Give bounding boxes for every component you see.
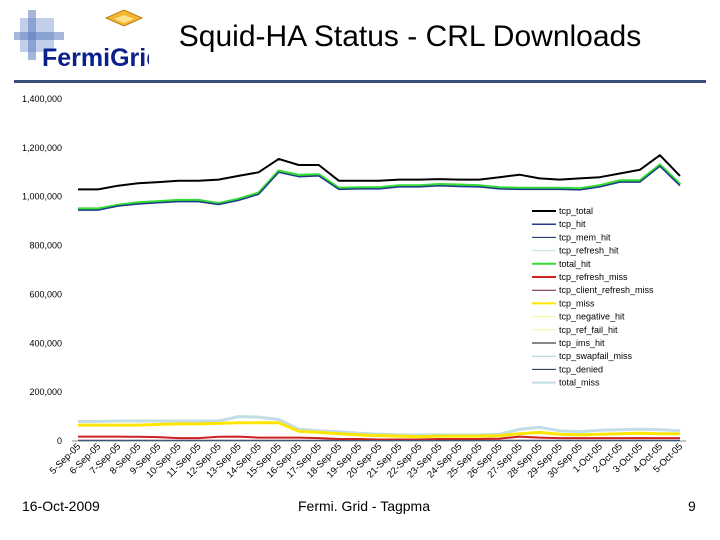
footer-center: Fermi. Grid - Tagpma	[298, 498, 430, 514]
series-line-tcp-total	[78, 154, 681, 191]
legend-label: tcp_ref_fail_hit	[559, 325, 618, 335]
logo-emblem	[14, 9, 144, 60]
legend-label: tcp_total	[559, 206, 593, 216]
legend-label: tcp_negative_hit	[559, 312, 625, 322]
line-chart: 0 200,000 400,000 600,000 800,000 1,000,000 1,…	[22, 94, 686, 480]
legend-label: tcp_miss	[559, 298, 595, 308]
x-axis-labels: 5-Sep-056-Sep-057-Sep-058-Sep-059-Sep-05…	[48, 441, 685, 480]
y-tick-label: 0	[57, 436, 62, 446]
page-number: 9	[688, 498, 696, 514]
y-tick-label: 600,000	[29, 289, 62, 299]
y-tick-label: 1,200,000	[22, 143, 62, 153]
legend-label: total_miss	[559, 378, 600, 388]
series-lines	[78, 154, 682, 442]
legend-label: tcp_denied	[559, 364, 603, 374]
series-line-total-miss	[78, 415, 681, 437]
legend-label: tcp_client_refresh_miss	[559, 285, 654, 295]
series-line-tcp-refresh-miss	[78, 435, 680, 441]
legend-label: tcp_refresh_hit	[559, 246, 619, 256]
series-line-tcp-hit	[78, 165, 681, 211]
legend-label: tcp_ims_hit	[559, 338, 605, 348]
series-line-tcp-miss	[78, 421, 680, 439]
y-tick-label: 1,400,000	[22, 94, 62, 104]
legend-label: tcp_refresh_miss	[559, 272, 628, 282]
legend-label: tcp_swapfail_miss	[559, 351, 633, 361]
y-tick-label: 1,000,000	[22, 192, 62, 202]
y-tick-label: 800,000	[29, 241, 62, 251]
legend: tcp_total tcp_hit tcp_mem_hit tcp_refresh_h…	[532, 206, 654, 388]
legend-label: tcp_hit	[559, 219, 586, 229]
y-tick-label: 400,000	[29, 338, 62, 348]
legend-label: total_hit	[559, 259, 591, 269]
slide-title: Squid-HA Status - CRL Downloads	[178, 20, 642, 53]
series-line-total-hit	[78, 163, 682, 211]
fermigrid-logo: FermiGrid	[14, 8, 161, 74]
y-tick-label: 200,000	[29, 387, 62, 397]
footer-date: 16-Oct-2009	[22, 498, 100, 514]
legend-label: tcp_mem_hit	[559, 232, 611, 242]
logo-wordmark: FermiGrid	[42, 44, 149, 72]
title-divider	[14, 80, 706, 83]
y-axis-labels: 0 200,000 400,000 600,000 800,000 1,000,000 1,…	[22, 94, 62, 446]
